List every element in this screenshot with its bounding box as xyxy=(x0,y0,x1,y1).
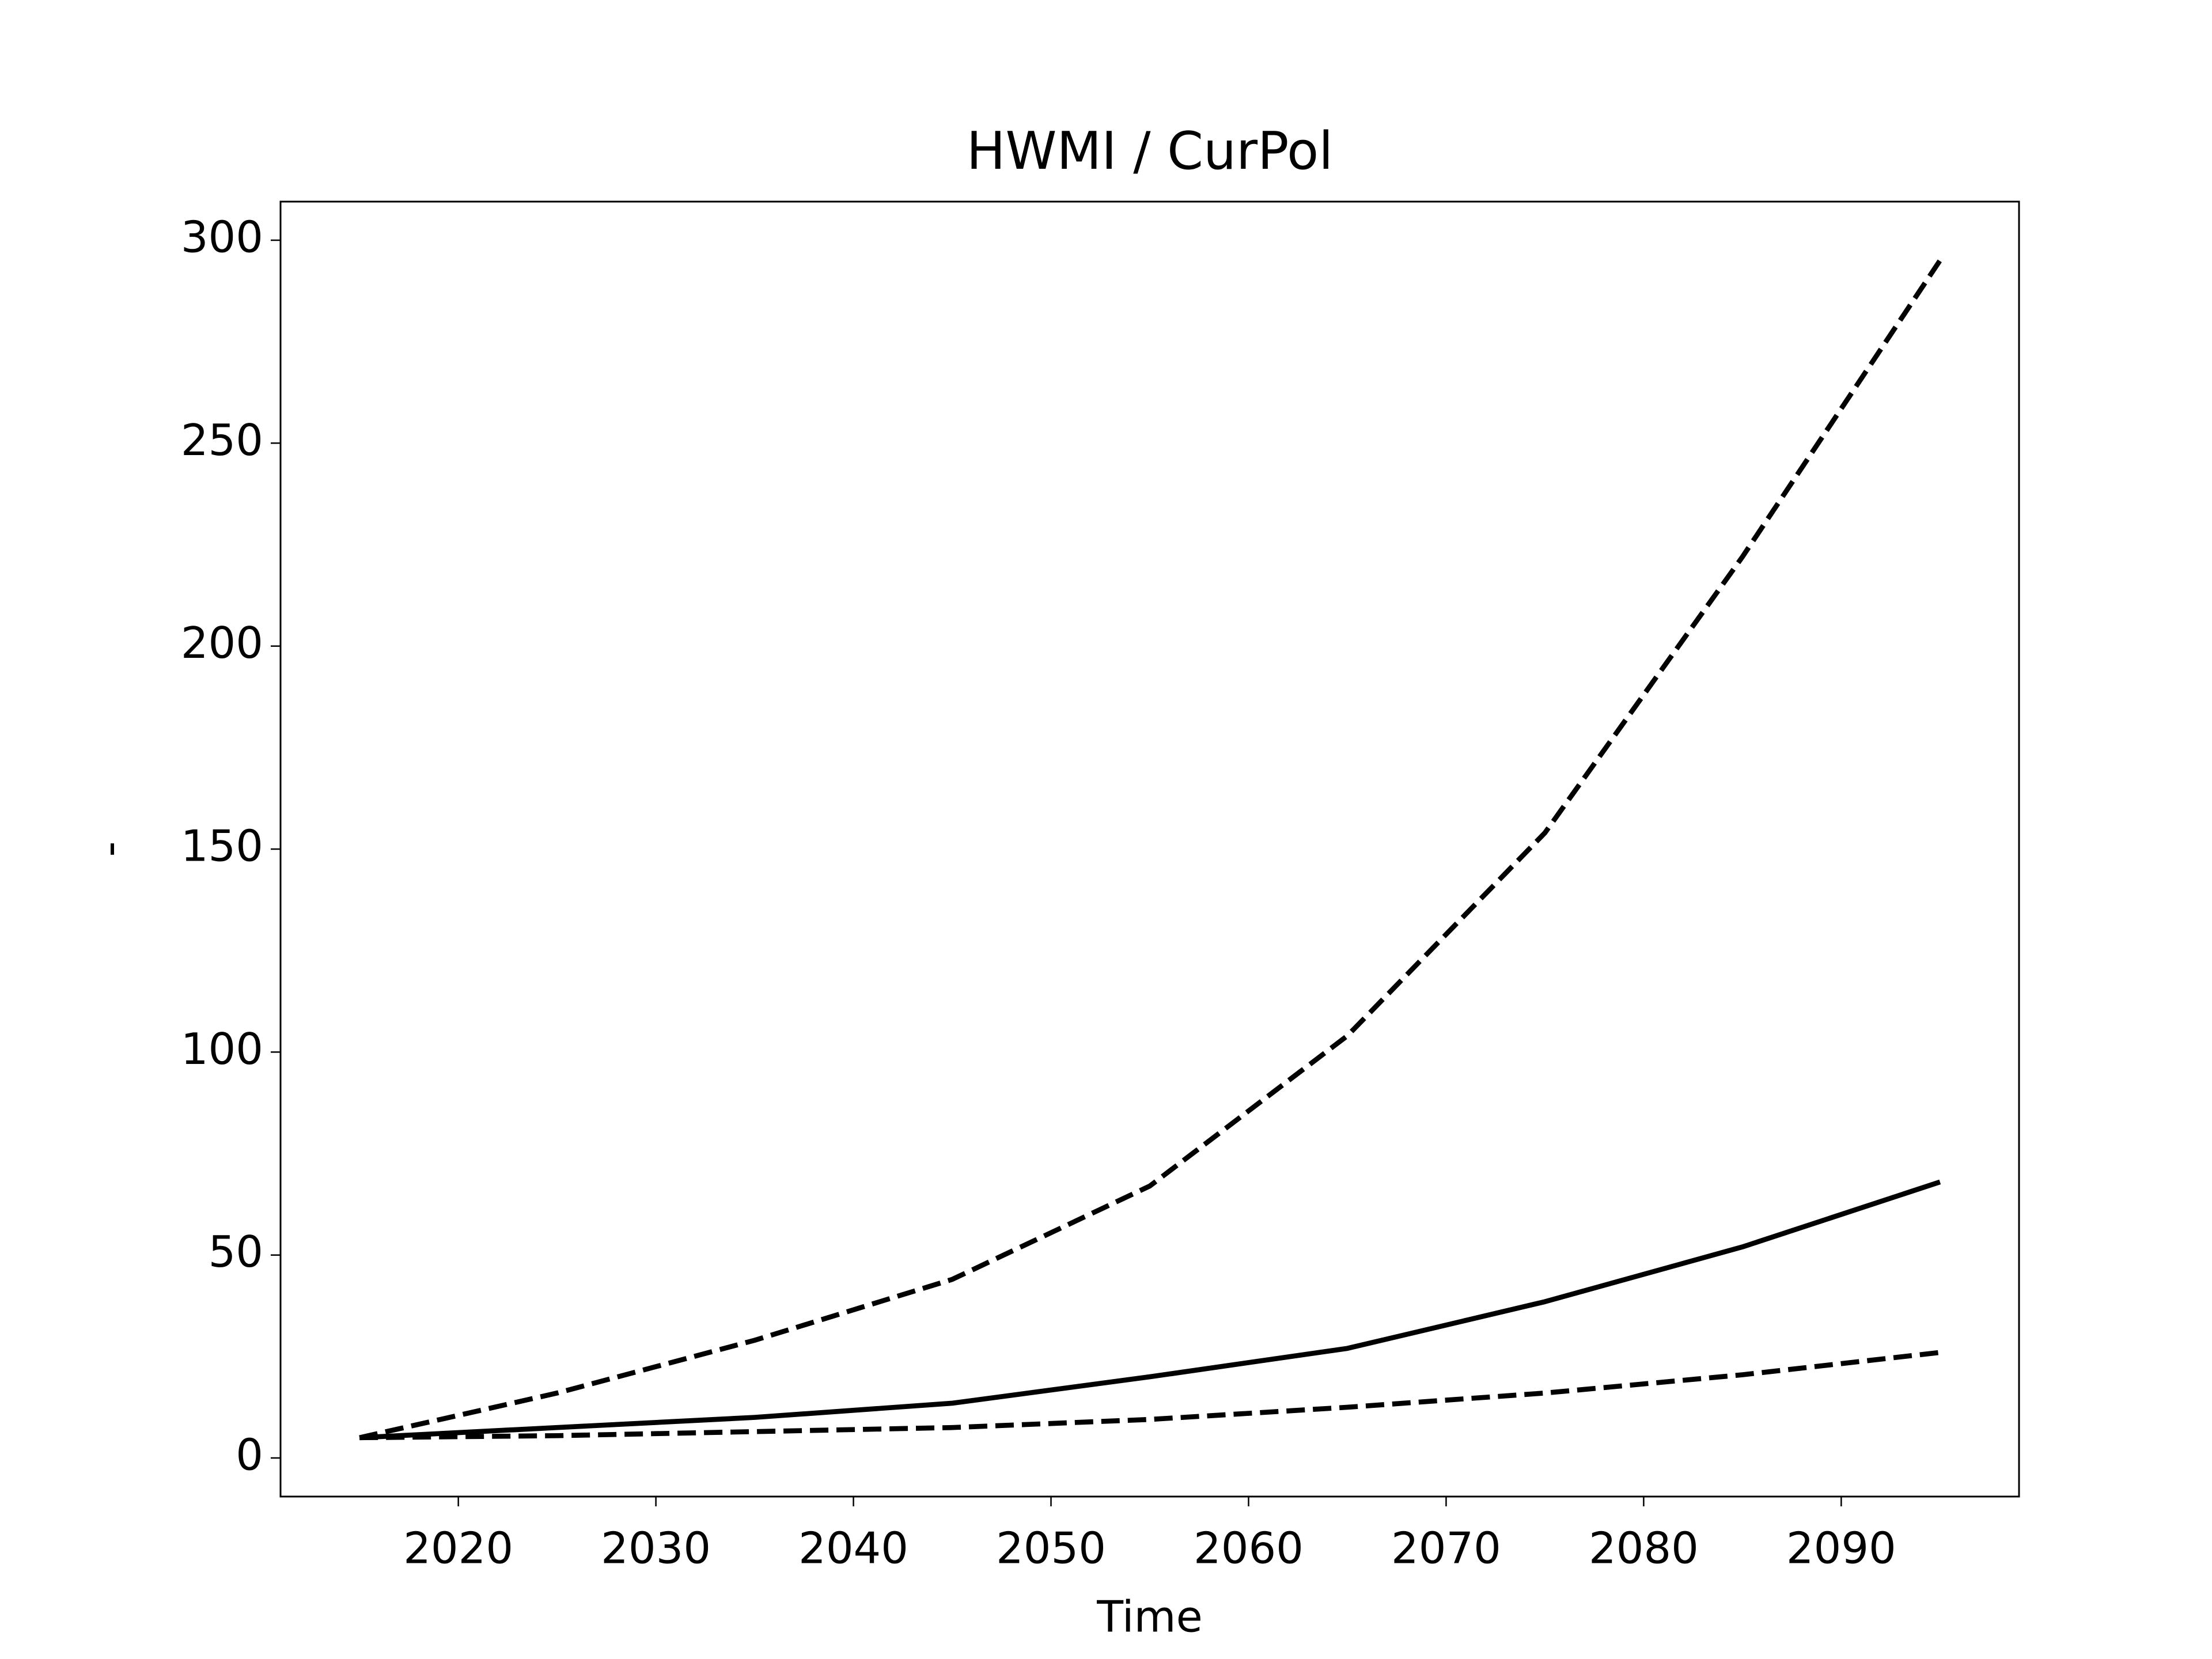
x-tick-label: 2030 xyxy=(601,1523,711,1574)
y-tick-label: 300 xyxy=(181,211,263,262)
y-tick-label: 50 xyxy=(209,1226,263,1277)
series-line xyxy=(359,259,1942,1441)
x-tick-label: 2020 xyxy=(403,1523,513,1574)
x-tick-label: 2070 xyxy=(1391,1523,1501,1574)
plot-frame xyxy=(279,200,2020,1498)
series-line xyxy=(359,1179,1941,1441)
y-axis-label: - xyxy=(84,841,135,857)
y-tick-label: 100 xyxy=(181,1024,263,1074)
y-tick-label: 150 xyxy=(181,821,263,872)
x-axis-label: Time xyxy=(1096,1592,1203,1642)
x-tick-label: 2050 xyxy=(996,1523,1106,1574)
x-tick-label: 2090 xyxy=(1786,1523,1896,1574)
y-tick-label: 0 xyxy=(236,1430,263,1480)
y-tick-label: 250 xyxy=(181,415,263,465)
x-tick-label: 2060 xyxy=(1194,1523,1304,1574)
x-tick-label: 2080 xyxy=(1589,1523,1699,1574)
y-tick-label: 200 xyxy=(181,618,263,668)
x-tick-label: 2040 xyxy=(798,1523,908,1574)
chart-title: HWMI / CurPol xyxy=(967,121,1333,181)
